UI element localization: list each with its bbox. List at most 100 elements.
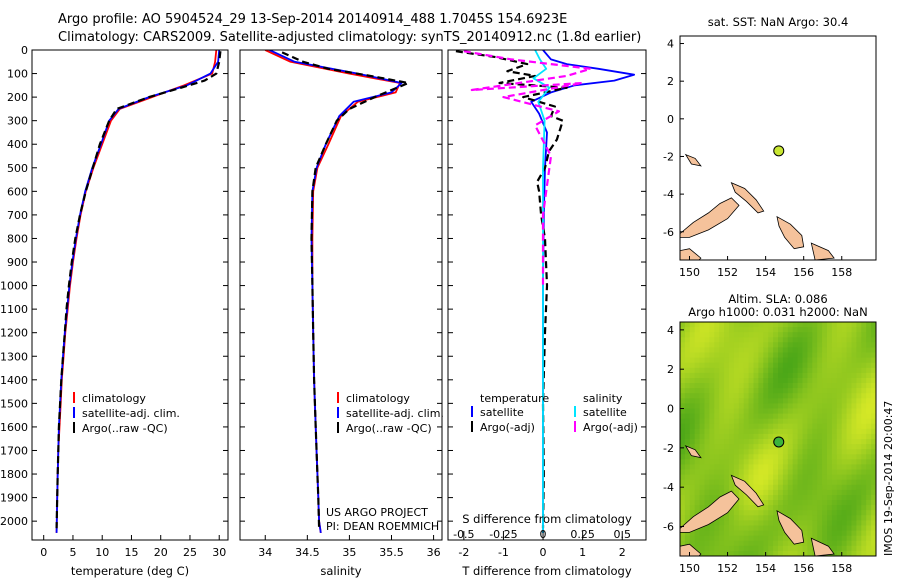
difference-axes-frame (447, 49, 647, 541)
sla-heat-cell (782, 357, 789, 364)
sla-heat-cell (807, 505, 813, 511)
sla-heat-cell (841, 464, 848, 471)
sla-heat-cell (797, 378, 804, 384)
sla-heat-cell (763, 332, 769, 338)
sla-heat-cell (743, 398, 750, 404)
sla-heat-cell (704, 540, 710, 547)
sla-heat-cell (758, 322, 764, 328)
sla-heat-cell (822, 398, 828, 404)
sla-heat-cell (699, 489, 706, 496)
sla-heat-cell (787, 362, 794, 369)
sla-heat-cell (753, 388, 759, 394)
sla-heat-cell (748, 515, 755, 521)
sla-heat-cell (797, 332, 804, 338)
sla-heat-cell (871, 510, 876, 516)
sla-heat-cell (822, 500, 828, 506)
sla-heat-cell (694, 500, 701, 506)
map-x-tick-label: 150 (679, 562, 700, 575)
sla-heat-cell (831, 545, 838, 552)
sla-heat-cell (856, 454, 862, 460)
sla-heat-cell (768, 393, 774, 399)
sla-heat-cell (827, 464, 833, 471)
sla-heat-cell (836, 454, 843, 460)
sla-heat-cell (827, 449, 833, 455)
sla-heat-cell (861, 403, 867, 410)
sla-heat-cell (836, 403, 843, 410)
difference-legend: temperature salinity satellite Argo(-adj… (471, 392, 638, 434)
sla-heat-cell (763, 540, 769, 547)
sla-heat-cell (782, 469, 789, 476)
sla-heat-cell (733, 464, 740, 471)
sla-heat-cell (782, 327, 789, 333)
sla-heat-cell (738, 454, 745, 460)
sla-heat-cell (836, 449, 843, 455)
sla-heat-cell (817, 332, 823, 338)
sla-heat-cell (748, 428, 755, 435)
sla-heat-cell (807, 500, 813, 506)
sla-heat-cell (841, 418, 848, 425)
sla-heat-cell (738, 510, 745, 516)
sla-heat-cell (753, 540, 759, 547)
sla-heat-cell (797, 464, 804, 471)
sla-heat-cell (782, 423, 789, 430)
sla-heat-cell (846, 550, 853, 556)
sla-heat-cell (753, 337, 759, 343)
sla-heat-cell (841, 474, 848, 481)
sla-heat-cell (817, 439, 823, 445)
sla-heat-cell (787, 464, 794, 471)
sla-heat-cell (699, 337, 706, 343)
sla-heat-cell (704, 444, 710, 450)
sla-heat-cell (787, 495, 794, 501)
sla-heat-cell (866, 362, 872, 369)
sla-heat-cell (822, 535, 828, 542)
sla-heat-cell (748, 433, 755, 440)
sla-heat-cell (841, 413, 848, 420)
sla-heat-cell (787, 500, 794, 506)
sla-heat-cell (743, 439, 750, 445)
map-y-tick-label: 0 (667, 113, 674, 126)
sla-heat-cell (704, 357, 710, 364)
sla-heat-cell (812, 489, 818, 496)
sla-heat-cell (817, 388, 823, 394)
sla-heat-cell (807, 484, 813, 491)
sla-heat-cell (812, 439, 818, 445)
sla-heat-cell (831, 535, 838, 542)
sla-heat-cell (861, 474, 867, 481)
sla-heat-cell (792, 418, 799, 425)
sla-heat-cell (866, 423, 872, 430)
sla-heat-cell (699, 479, 706, 486)
sla-heat-cell (812, 500, 818, 506)
sla-heat-cell (827, 454, 833, 460)
sla-heat-cell (787, 479, 794, 486)
sla-heat-cell (753, 428, 759, 435)
sla-heat-cell (768, 357, 774, 364)
legend-label-satellite: satellite-adj. clim. (346, 407, 444, 420)
sla-heat-cell (831, 515, 838, 521)
legend-label-climatology: climatology (82, 392, 146, 405)
sla-heat-cell (709, 535, 715, 542)
sla-heat-cell (851, 362, 857, 369)
sla-heat-cell (763, 439, 769, 445)
sla-heat-cell (841, 428, 848, 435)
sla-heat-cell (866, 372, 872, 379)
sla-heat-cell (827, 383, 833, 389)
sla-heat-cell (689, 530, 696, 537)
sla-heat-cell (856, 352, 862, 359)
sla-heat-cell (773, 372, 779, 379)
sla-heat-cell (782, 444, 789, 450)
sla-heat-cell (807, 428, 813, 435)
sla-heat-cell (836, 439, 843, 445)
y-tick-label: 1700 (0, 444, 28, 457)
sla-heat-cell (709, 439, 715, 445)
sla-heat-cell (729, 322, 735, 328)
sla-heat-cell (861, 439, 867, 445)
sla-heat-cell (689, 444, 696, 450)
sla-heat-cell (704, 500, 710, 506)
sla-heat-cell (743, 545, 750, 552)
sla-heat-cell (866, 444, 872, 450)
sla-heat-cell (827, 500, 833, 506)
sla-heat-cell (822, 433, 828, 440)
sla-heat-cell (851, 342, 857, 348)
sla-heat-cell (729, 449, 735, 455)
sla-heat-cell (694, 535, 701, 542)
